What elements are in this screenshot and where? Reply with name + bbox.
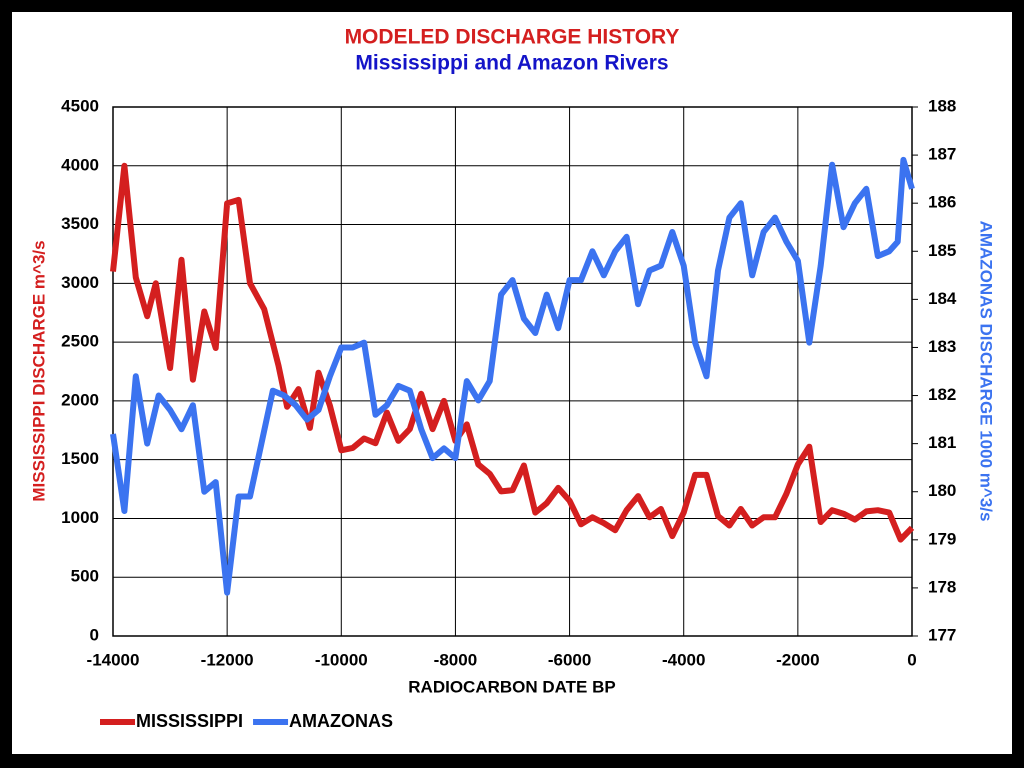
y2-tick-label: 182 bbox=[928, 385, 956, 404]
series-line bbox=[110, 156, 915, 596]
x-tick-label: -4000 bbox=[662, 650, 705, 669]
y-tick-label: 2000 bbox=[61, 390, 99, 409]
y2-tick-label: 185 bbox=[928, 241, 956, 260]
x-tick-label: -14000 bbox=[87, 650, 140, 669]
y2-tick-label: 186 bbox=[928, 193, 956, 212]
y-tick-label: 500 bbox=[71, 567, 99, 586]
y2-tick-label: 184 bbox=[928, 289, 957, 308]
chart-title: MODELED DISCHARGE HISTORY bbox=[345, 26, 680, 49]
y-tick-label: 3500 bbox=[61, 214, 99, 233]
legend-label: MISSISSIPPI bbox=[136, 711, 243, 731]
y-tick-label: 1000 bbox=[61, 508, 99, 527]
y-tick-label: 2500 bbox=[61, 332, 99, 351]
y-tick-label: 3000 bbox=[61, 273, 99, 292]
y2-tick-label: 178 bbox=[928, 577, 956, 596]
y2-axis-title: AMAZONAS DISCHARGE 1000 m^3/s bbox=[977, 221, 996, 522]
y2-tick-label: 188 bbox=[928, 96, 956, 115]
y-tick-label: 1500 bbox=[61, 449, 99, 468]
y2-tick-label: 179 bbox=[928, 529, 956, 548]
x-tick-label: -8000 bbox=[434, 650, 477, 669]
panel bbox=[12, 12, 1012, 754]
x-axis-title: RADIOCARBON DATE BP bbox=[408, 677, 615, 696]
y-tick-label: 4000 bbox=[61, 155, 99, 174]
y2-tick-label: 180 bbox=[928, 481, 956, 500]
y-axis-title: MISSISSIPPI DISCHARGE m^3/s bbox=[29, 240, 48, 501]
y2-tick-label: 183 bbox=[928, 337, 956, 356]
y2-tick-label: 187 bbox=[928, 145, 956, 164]
x-tick-label: 0 bbox=[907, 650, 916, 669]
x-tick-label: -2000 bbox=[776, 650, 819, 669]
series-line bbox=[110, 162, 915, 543]
legend-label: AMAZONAS bbox=[289, 711, 393, 731]
x-tick-label: -10000 bbox=[315, 650, 368, 669]
x-tick-label: -12000 bbox=[201, 650, 254, 669]
chart-subtitle: Mississippi and Amazon Rivers bbox=[355, 52, 668, 75]
plot-frame bbox=[112, 106, 913, 637]
x-tick-label: -6000 bbox=[548, 650, 591, 669]
y2-tick-label: 177 bbox=[928, 625, 956, 644]
y2-tick-label: 181 bbox=[928, 433, 956, 452]
y-tick-label: 4500 bbox=[61, 96, 99, 115]
y-tick-label: 0 bbox=[90, 625, 99, 644]
